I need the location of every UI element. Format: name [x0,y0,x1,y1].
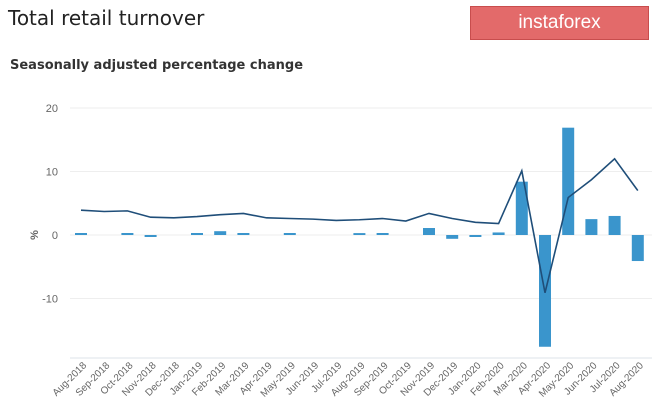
bar [469,235,482,237]
chart-subtitle: Seasonally adjusted percentage change [10,58,304,73]
bar [446,235,459,239]
y-tick-label: 10 [46,167,58,179]
y-tick-label: 0 [52,230,58,242]
bar [562,127,575,235]
bar [631,235,644,262]
bar [144,235,157,237]
bar [121,233,134,235]
y-tick-label: 20 [46,103,58,115]
y-axis-label: % [29,230,41,240]
bar [75,233,87,235]
bar [353,233,366,235]
bar [492,232,505,235]
y-tick-label: -10 [42,294,58,306]
watermark-logo: instaforex [470,6,649,40]
bar [423,228,435,235]
line-series [80,157,639,293]
bar [376,233,389,235]
bar [191,233,203,235]
bar [237,233,250,235]
bar [585,219,598,235]
bar [214,231,227,235]
bar [608,215,621,235]
bar [283,233,296,235]
chart-title: Total retail turnover [8,6,205,30]
bar [515,181,528,235]
